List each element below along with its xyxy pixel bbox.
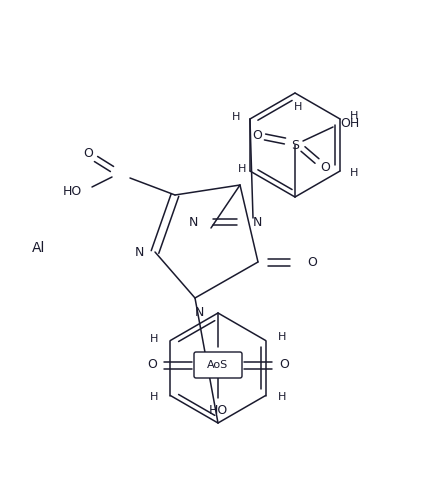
Text: H: H (232, 112, 240, 122)
Text: O: O (320, 160, 330, 173)
Text: H: H (350, 111, 358, 121)
Text: S: S (291, 138, 299, 151)
Text: O: O (307, 255, 317, 269)
Text: H: H (294, 102, 302, 112)
Text: H: H (150, 392, 159, 402)
Text: H: H (350, 168, 358, 178)
Text: N: N (194, 307, 204, 319)
Text: O: O (147, 358, 157, 372)
Text: N: N (252, 216, 261, 228)
Text: OH: OH (340, 116, 359, 129)
Text: HO: HO (63, 184, 82, 197)
Text: N: N (134, 246, 144, 259)
Text: AoS: AoS (207, 360, 229, 370)
Text: O: O (279, 358, 289, 372)
Text: H: H (277, 392, 286, 402)
Text: H: H (238, 164, 246, 174)
Text: H: H (150, 333, 159, 343)
Text: O: O (83, 147, 93, 160)
Text: N: N (188, 216, 198, 228)
Text: Al: Al (32, 241, 46, 255)
FancyBboxPatch shape (194, 352, 242, 378)
Text: H: H (277, 332, 286, 342)
Text: HO: HO (208, 403, 228, 417)
Text: O: O (252, 128, 262, 141)
